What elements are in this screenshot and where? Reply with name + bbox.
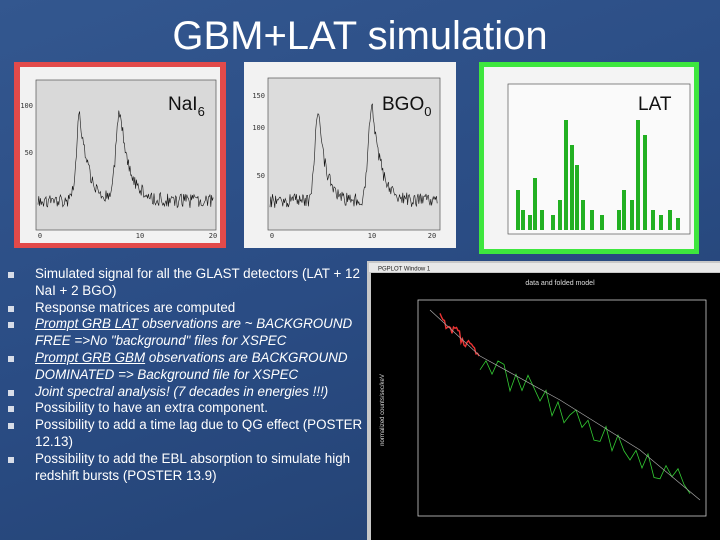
histogram-bar [630,200,634,230]
y-tick-label: 50 [257,172,265,180]
spectrum-model [429,309,701,501]
bullet: Possibility to add the EBL absorption to… [8,451,363,485]
bullet: Possibility to have an extra component. [8,400,363,417]
lead: Prompt GRB LAT [35,316,139,332]
panel-label: BGO0 [382,94,431,119]
plot-box [417,299,707,517]
histogram-bar [622,190,626,230]
histogram-bar [668,210,672,230]
bullet: Joint spectral analysis! (7 decades in e… [8,384,363,401]
x-tick-label: 0 [270,232,274,240]
panel-label-sub: 0 [424,104,431,119]
histogram-bar [540,210,544,230]
window-canvas [371,273,720,540]
panel-label-sub: 6 [198,104,205,119]
plot-ylabel: normalized counts/sec/keV [380,374,386,446]
y-tick-label: 100 [20,102,33,110]
bullet-text: Possibility to add the EBL absorption to… [35,450,351,483]
panel-label: LAT [638,94,672,115]
plot-area [507,83,691,235]
x-tick-label: 10 [136,232,144,240]
histogram-bar [581,200,585,230]
bullet-text: Simulated signal for all the GLAST detec… [35,266,360,298]
window-title: PGPLOT Window 1 [378,267,431,273]
x-tick-label: 20 [209,232,217,240]
histogram-bar [617,210,621,230]
bullet-list: Simulated signal for all the GLAST detec… [8,266,363,484]
bullet: Response matrices are computed [8,300,363,317]
y-tick-label: 150 [252,92,265,100]
panel-label-name: LAT [638,94,672,115]
histogram-bar [521,210,525,230]
plot-title: data and folded model [525,280,595,287]
histogram-bar [643,135,647,230]
panel-label-name: NaI [168,94,198,115]
bullet: Possibility to add a time lag due to QG … [8,417,363,451]
x-tick-label: 20 [428,232,436,240]
histogram-bar [590,210,594,230]
histogram-bar [564,120,568,230]
bullet: Prompt GRB GBM observations are BACKGROUN… [8,350,363,384]
bullet-text: observations are ~ BACKGROUND FREE =>No … [35,316,353,349]
light-curve [269,103,438,208]
x-tick-label: 10 [368,232,376,240]
bullet-text: observations are BACKGROUND DOMINATED =>… [35,349,348,382]
slide-title: GBM+LAT simulation [172,14,548,58]
window-titlebar [369,263,720,272]
histogram-bar [558,200,562,230]
histogram-bar [533,178,537,230]
bullet-text: Joint spectral analysis! (7 decades in e… [35,383,329,399]
bullet-text: Possibility to have an extra component. [35,400,268,416]
histogram-bar [676,218,680,230]
spectrum-lat [479,359,691,494]
histogram-bar [516,190,520,230]
lead: Prompt GRB GBM [35,349,146,365]
spectrum-gbm [439,313,480,357]
histogram-bar [575,165,579,230]
x-tick-label: 0 [38,232,42,240]
histogram-bar [570,145,574,230]
bullet-text: Possibility to add a time lag due to QG … [35,417,363,449]
histogram-bar [636,120,640,230]
histogram-bar [659,215,663,230]
y-tick-label: 100 [252,124,265,132]
bullet: Simulated signal for all the GLAST detec… [8,266,363,300]
histogram-bar [528,215,532,230]
panel-label: NaI6 [168,94,205,119]
histogram-bar [651,210,655,230]
bullet-text: Response matrices are computed [35,299,236,315]
light-curve [37,110,214,209]
bullet: Prompt GRB LAT observations are ~ BACKGRO… [8,316,363,350]
plot-area [35,79,217,231]
y-tick-label: 50 [25,149,33,157]
histogram-bar [600,215,604,230]
panel-label-name: BGO [382,94,424,115]
histogram-bar [551,215,555,230]
